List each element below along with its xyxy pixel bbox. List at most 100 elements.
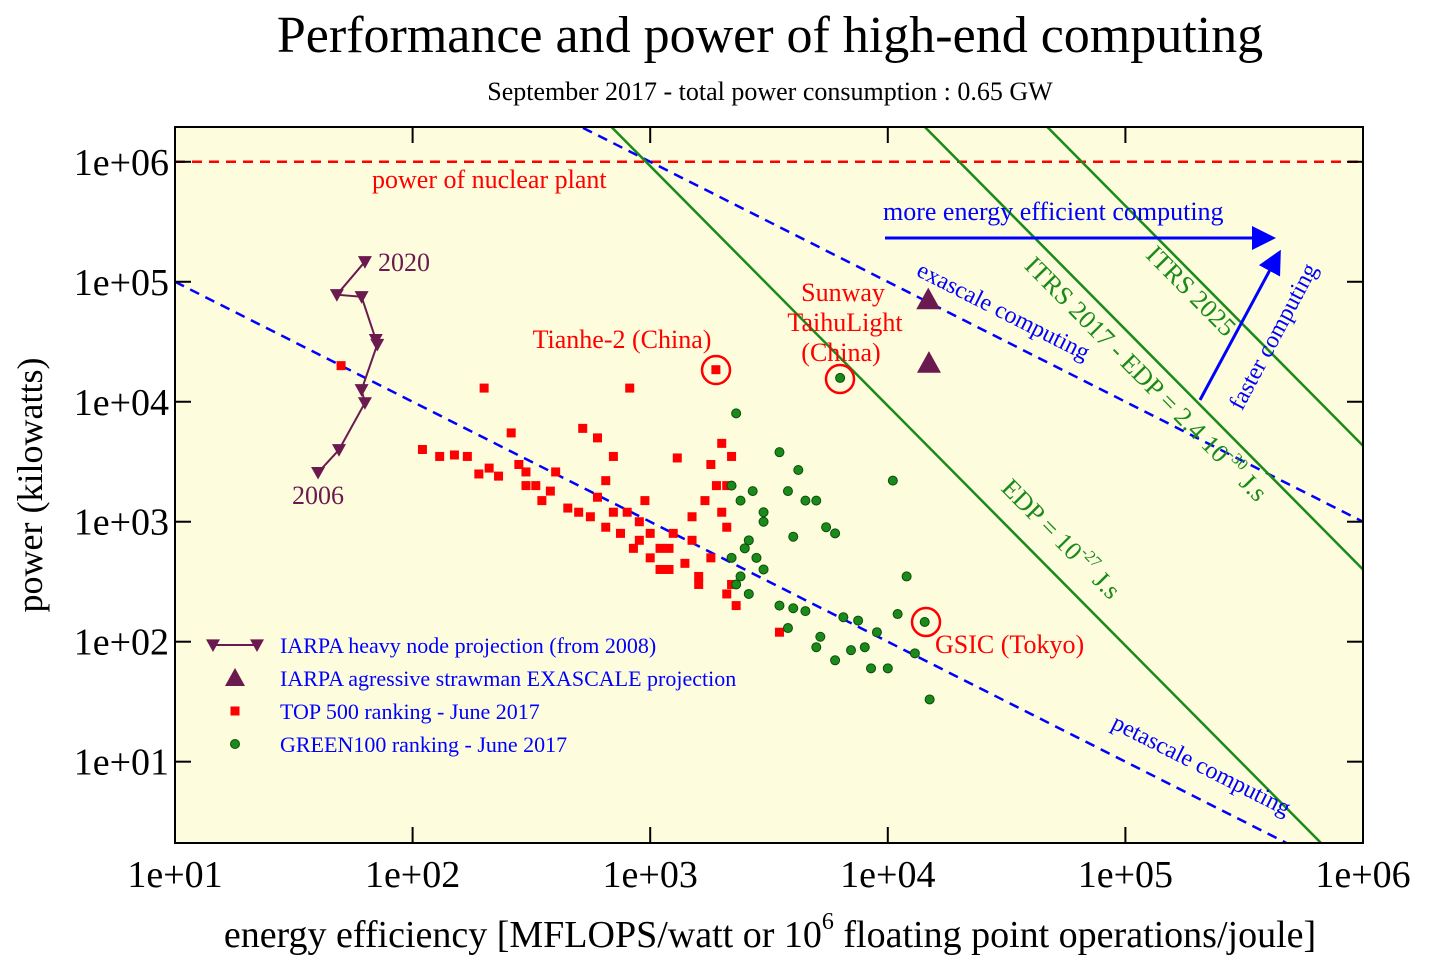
point — [706, 553, 716, 563]
reference-lines — [175, 127, 1363, 843]
annotation: power of nuclear plant — [372, 165, 607, 194]
point — [916, 351, 941, 373]
point — [751, 552, 762, 563]
point — [672, 453, 682, 463]
reference-line — [1045, 127, 1363, 447]
y-tick-label: 1e+06 — [74, 142, 169, 184]
y-tick-label: 1e+05 — [74, 262, 169, 304]
point — [711, 481, 721, 491]
point — [336, 361, 346, 371]
point — [435, 451, 445, 461]
point — [700, 496, 710, 506]
point — [811, 495, 822, 506]
point — [449, 450, 459, 460]
point — [354, 291, 369, 304]
point — [774, 600, 785, 611]
point — [514, 459, 524, 469]
point — [531, 481, 541, 491]
point — [479, 383, 489, 393]
point — [634, 517, 644, 527]
point — [727, 451, 737, 461]
point — [329, 289, 344, 302]
point — [892, 609, 903, 620]
y-tick-label: 1e+03 — [74, 502, 169, 544]
point — [838, 612, 849, 623]
y-tick-label: 1e+01 — [74, 742, 169, 784]
point — [537, 496, 547, 506]
point — [521, 481, 531, 491]
point — [735, 571, 746, 582]
point — [909, 648, 920, 659]
point — [462, 451, 472, 461]
point — [578, 423, 588, 433]
point — [830, 655, 841, 666]
point — [793, 464, 804, 475]
point — [634, 535, 644, 545]
annotation: GSIC (Tokyo) — [935, 630, 1084, 659]
point — [901, 571, 912, 582]
point — [354, 384, 369, 397]
point — [664, 543, 674, 553]
point — [608, 507, 618, 517]
point — [722, 522, 732, 532]
point — [645, 528, 655, 538]
point — [311, 466, 326, 480]
point — [800, 495, 811, 506]
point — [521, 467, 531, 477]
point — [731, 408, 742, 419]
point — [545, 486, 555, 496]
x-tick-label: 1e+04 — [840, 854, 935, 896]
point — [628, 543, 638, 553]
point — [743, 535, 754, 546]
annotation: Tianhe-2 (China) — [533, 325, 712, 354]
point — [694, 571, 704, 581]
arrow — [1198, 249, 1281, 401]
point — [882, 663, 893, 674]
chart-subtitle: September 2017 - total power consumption… — [487, 77, 1053, 106]
legend-marker — [250, 639, 264, 652]
point — [924, 694, 935, 705]
point — [592, 492, 602, 502]
point — [625, 383, 635, 393]
point — [687, 512, 697, 522]
x-tick-label: 1e+01 — [127, 854, 222, 896]
point — [887, 475, 898, 486]
point — [731, 601, 741, 611]
y-tick-label: 1e+04 — [74, 382, 169, 424]
point — [687, 535, 697, 545]
reference-line — [609, 127, 1323, 843]
point — [331, 444, 346, 457]
point — [782, 486, 793, 497]
point — [788, 603, 799, 614]
highlight-circle — [700, 354, 732, 386]
annotation: Sunway — [801, 278, 885, 307]
point — [739, 543, 750, 554]
legend-marker — [230, 706, 240, 716]
x-tick-label: 1e+06 — [1315, 854, 1410, 896]
point — [774, 447, 785, 458]
point — [919, 616, 930, 627]
point — [743, 588, 754, 599]
annotation: TaihuLight — [787, 308, 903, 337]
point — [758, 516, 769, 527]
point — [668, 528, 678, 538]
point — [622, 507, 632, 517]
point — [474, 469, 484, 479]
point — [821, 522, 832, 533]
point — [680, 558, 690, 568]
point — [788, 531, 799, 542]
plot-frame — [174, 126, 1364, 844]
point — [835, 372, 846, 383]
point — [645, 553, 655, 563]
point — [830, 528, 841, 539]
data-points — [311, 256, 941, 705]
point — [853, 615, 864, 626]
annotation: (China) — [801, 338, 880, 367]
point — [494, 471, 504, 481]
point — [866, 663, 877, 674]
legend-marker — [230, 739, 240, 749]
point — [585, 512, 595, 522]
point — [694, 579, 704, 589]
reference-line — [175, 280, 1290, 843]
